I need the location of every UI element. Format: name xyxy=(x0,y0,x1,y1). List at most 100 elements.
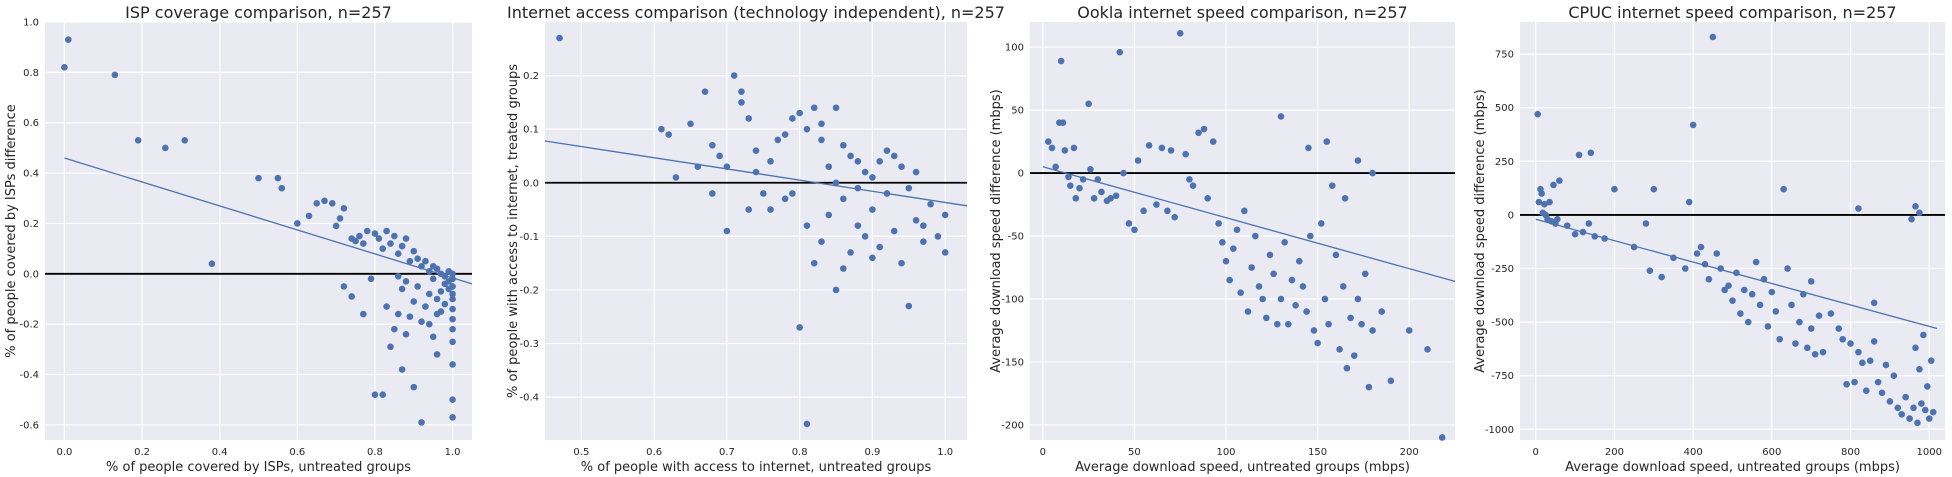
data-point xyxy=(340,205,348,212)
data-point xyxy=(1916,209,1923,217)
data-point xyxy=(449,315,456,323)
data-point xyxy=(1906,415,1913,422)
y-tick-label: 0 xyxy=(1508,210,1514,221)
data-point xyxy=(64,36,72,43)
data-point xyxy=(840,141,847,149)
y-tick-label: -0.3 xyxy=(519,339,539,350)
data-point xyxy=(1554,215,1561,223)
y-axis-label: % of people with access to internet, tre… xyxy=(506,64,521,398)
data-point xyxy=(441,280,449,288)
chart-panel-1: 0.0 0.2 0.4 0.6 0.8 1.0 -0.6 -0.4 -0.2 0.0 0.2 0.4 0… xyxy=(4,3,473,475)
x-axis-label: % of people with access to internet, unt… xyxy=(581,460,932,475)
data-point xyxy=(1226,276,1233,284)
data-point xyxy=(898,163,905,170)
data-point xyxy=(1255,283,1263,290)
data-point xyxy=(410,247,418,255)
data-point xyxy=(1087,166,1094,173)
data-point xyxy=(449,325,456,333)
data-point xyxy=(825,211,833,219)
y-tick-label: 500 xyxy=(1495,103,1514,114)
data-point xyxy=(1575,151,1583,159)
chart-panel-3: 0 50 100 150 200 -200 -150 -100 -50 0 50 100 Ookla i… xyxy=(989,3,1456,475)
data-point xyxy=(1299,283,1307,290)
data-point xyxy=(1171,213,1179,221)
data-point xyxy=(1890,372,1898,379)
data-point xyxy=(905,302,913,310)
y-tick-label: -200 xyxy=(1001,420,1024,431)
x-axis-label: % of people covered by ISPs, untreated g… xyxy=(106,460,411,475)
x-axis-label: Average download speed, untreated groups… xyxy=(1565,460,1900,475)
data-point xyxy=(1167,147,1175,154)
x-tick-label: 0.6 xyxy=(646,447,662,458)
data-point xyxy=(61,64,68,71)
data-point xyxy=(658,125,665,133)
x-tick-label: 1.0 xyxy=(445,447,461,458)
data-point xyxy=(1697,243,1705,251)
data-point xyxy=(905,184,913,192)
data-point xyxy=(387,240,394,247)
data-point xyxy=(1870,299,1878,307)
data-point xyxy=(781,195,789,203)
data-point xyxy=(1284,320,1292,328)
data-point xyxy=(1541,200,1548,208)
x-tick-label: 0.7 xyxy=(719,447,735,458)
data-point xyxy=(340,283,348,290)
data-point xyxy=(854,222,862,229)
data-point xyxy=(1052,163,1059,171)
data-point xyxy=(348,293,355,300)
y-tick-label: 0 xyxy=(1018,169,1024,180)
data-point xyxy=(1070,144,1078,152)
chart-title: CPUC internet speed comparison, n=257 xyxy=(1568,3,1896,22)
data-point xyxy=(1339,283,1347,290)
data-point xyxy=(336,215,344,222)
data-point xyxy=(687,120,694,128)
data-point xyxy=(767,158,774,165)
data-point xyxy=(181,137,189,144)
data-point xyxy=(208,260,216,268)
data-point xyxy=(1354,157,1362,164)
data-point xyxy=(803,222,811,229)
data-point xyxy=(556,34,563,42)
data-point xyxy=(1241,207,1248,215)
data-point xyxy=(1910,404,1917,412)
data-point xyxy=(418,419,425,426)
data-point xyxy=(1925,415,1933,422)
data-point xyxy=(941,211,949,219)
y-tick-label: 0.0 xyxy=(23,269,39,280)
x-tick-label: 0.4 xyxy=(212,447,228,458)
data-point xyxy=(449,270,456,278)
data-point xyxy=(745,115,753,122)
data-point xyxy=(876,243,883,251)
data-point xyxy=(1929,408,1937,416)
data-point xyxy=(1369,169,1376,177)
data-point xyxy=(876,158,883,165)
data-point xyxy=(1772,308,1780,315)
data-point xyxy=(1065,173,1072,181)
fit-line xyxy=(1042,166,1456,282)
data-point xyxy=(1270,270,1277,278)
data-point xyxy=(825,163,833,170)
data-point xyxy=(1780,185,1787,193)
data-point xyxy=(1788,301,1795,309)
data-point xyxy=(1912,344,1919,352)
y-tick-label: 250 xyxy=(1495,157,1514,168)
data-point xyxy=(414,255,421,262)
data-point xyxy=(774,136,782,144)
data-point xyxy=(818,238,825,246)
data-point xyxy=(1140,207,1147,215)
data-point xyxy=(449,305,456,313)
data-point xyxy=(433,265,441,273)
data-point xyxy=(162,144,169,152)
data-point xyxy=(1048,144,1056,152)
data-point xyxy=(1350,352,1358,359)
data-point xyxy=(1098,188,1105,196)
data-point xyxy=(1916,365,1923,373)
data-point xyxy=(1292,301,1299,309)
data-point xyxy=(665,131,672,138)
data-point xyxy=(1658,273,1665,281)
data-point xyxy=(1336,346,1343,353)
data-point xyxy=(449,295,456,303)
data-point xyxy=(1222,257,1230,265)
y-tick-label: 0.2 xyxy=(523,71,539,82)
data-point xyxy=(367,275,375,283)
